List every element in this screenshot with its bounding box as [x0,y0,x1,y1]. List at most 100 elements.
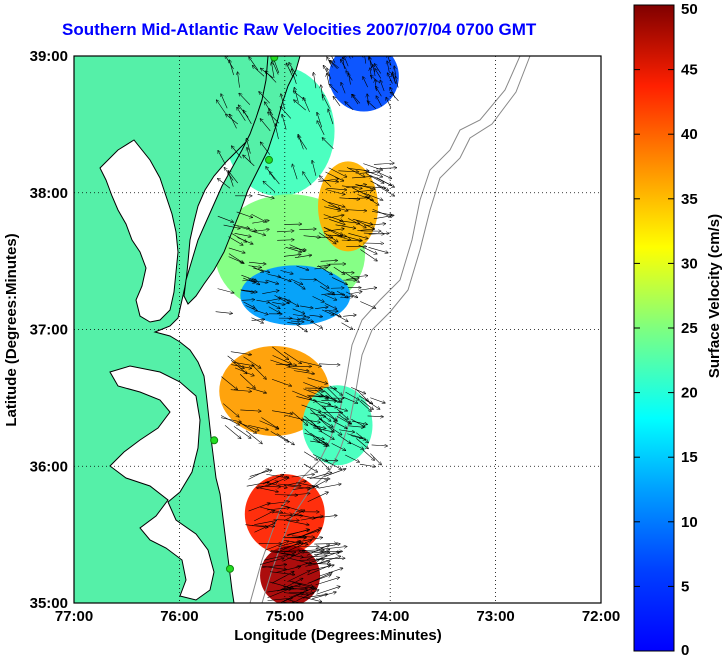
velocity-arrow [313,427,333,432]
velocity-arrow [234,233,251,236]
velocity-arrow [320,260,338,261]
velocity-arrow [307,478,330,479]
velocity-arrow [342,235,362,241]
velocity-arrow [221,376,237,390]
velocity-arrow [304,428,320,443]
velocity-arrow [356,438,368,448]
velocity-arrow [300,516,323,521]
y-tick-label: 37:00 [30,322,68,339]
velocity-arrow [287,493,310,496]
velocity-arrow [372,211,392,215]
velocity-arrow [292,164,298,180]
velocity-arrow [359,288,377,291]
velocity-arrow [271,410,292,414]
velocity-arrow [270,172,280,185]
velocity-arrow [276,566,300,573]
velocity-arrow [327,74,330,85]
velocity-arrow [395,76,399,88]
velocity-arrow [322,198,340,209]
velocity-arrow [221,417,241,422]
colorbar-tick-label: 30 [681,255,698,272]
velocity-arrow [387,39,392,49]
velocity-arrow [239,422,259,431]
velocity-arrow [367,416,384,417]
velocity-arrow [280,593,304,603]
velocity-arrow [218,151,226,165]
velocity-arrow [240,410,261,411]
velocity-arrow [348,73,351,85]
velocity-arrow [292,69,297,84]
velocity-arrow [321,85,324,101]
velocity-arrow [238,72,240,88]
velocity-arrow [316,556,341,565]
velocity-arrow [316,586,340,595]
velocity-arrow [232,146,242,159]
velocity-arrow [275,124,279,140]
velocity-arrow [285,598,301,603]
velocity-arrow [228,172,234,187]
velocity-arrow [307,377,328,384]
velocity-arrow [323,229,344,232]
velocity-arrow [286,520,309,525]
velocity-arrow [322,138,334,149]
velocity-arrow [274,294,289,303]
velocity-arrow [259,420,279,429]
velocity-arrow [360,249,377,261]
velocity-arrow [249,57,259,71]
velocity-arrow [223,224,240,228]
velocity-arrow [251,265,264,272]
velocity-arrow [294,255,312,258]
plot-frame [73,55,602,604]
velocity-arrow [319,364,340,365]
velocity-arrow [350,435,366,439]
velocity-arrow [283,481,306,486]
velocity-arrow [364,56,367,64]
velocity-arrow [256,481,278,490]
x-tick-label: 75:00 [266,608,304,625]
velocity-arrow [269,109,275,124]
velocity-arrow [270,431,289,442]
velocity-arrow [312,296,325,302]
velocity-arrow [323,215,344,220]
velocity-arrow [310,424,326,428]
velocity-arrow [252,66,265,77]
velocity-arrow [317,121,325,136]
velocity-arrow [328,311,341,316]
velocity-arrow [370,180,388,190]
velocity-arrow [375,69,382,79]
velocity-arrow [333,420,347,428]
velocity-arrow [350,32,352,43]
colorbar [633,4,675,652]
x-axis-label: Longitude (Degrees:Minutes) [234,627,442,644]
station-marker [270,56,279,62]
velocity-arrow [363,233,384,234]
velocity-arrow [369,57,374,68]
colorbar-tick-label: 15 [681,449,698,466]
colorbar-tick-label: 50 [681,1,698,18]
velocity-arrow [359,463,376,466]
velocity-arrow [351,420,367,424]
velocity-arrow [296,324,307,332]
velocity-arrow [303,388,322,397]
velocity-arrow [240,227,256,230]
velocity-region [219,346,330,437]
velocity-arrow [290,278,303,284]
velocity-arrow [286,63,294,78]
velocity-arrow [321,309,334,315]
velocity-arrow [293,281,305,289]
velocity-arrow [215,312,233,314]
velocity-arrow [346,184,366,189]
velocity-arrow [246,482,269,487]
velocity-arrow [217,288,234,293]
velocity-arrow [291,474,315,478]
colorbar-tick-label: 20 [681,385,698,402]
velocity-arrow [324,294,337,300]
velocity-arrow [287,571,309,582]
map-title: Southern Mid-Atlantic Raw Velocities 200… [62,20,537,39]
velocity-arrow [327,461,342,470]
velocity-arrow [315,544,340,549]
bathymetry-contour [249,56,521,603]
velocity-arrow [285,246,301,252]
y-tick-label: 39:00 [30,48,68,65]
colorbar-tick-label: 25 [681,320,698,337]
